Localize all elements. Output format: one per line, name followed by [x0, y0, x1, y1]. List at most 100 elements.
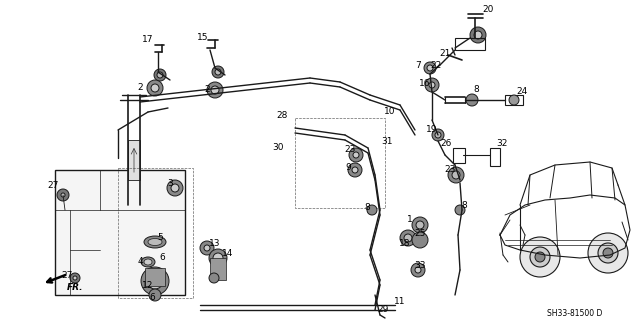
Circle shape [211, 86, 219, 94]
Text: 10: 10 [384, 108, 396, 116]
Circle shape [207, 82, 223, 98]
Circle shape [455, 205, 465, 215]
Circle shape [411, 263, 425, 277]
Circle shape [171, 184, 179, 192]
Circle shape [352, 167, 358, 173]
Circle shape [147, 80, 163, 96]
Text: 26: 26 [440, 138, 452, 147]
Circle shape [466, 94, 478, 106]
Text: 9: 9 [345, 164, 351, 173]
Text: 4: 4 [137, 256, 143, 265]
Circle shape [448, 167, 464, 183]
Text: 17: 17 [142, 35, 154, 44]
Text: FR.: FR. [67, 283, 83, 292]
Circle shape [213, 253, 223, 263]
Text: 23: 23 [444, 166, 456, 174]
Text: 8: 8 [461, 201, 467, 210]
Ellipse shape [144, 236, 166, 248]
Text: 29: 29 [378, 306, 388, 315]
Circle shape [424, 62, 436, 74]
Circle shape [149, 289, 161, 301]
Text: 25: 25 [414, 228, 426, 238]
Circle shape [412, 217, 428, 233]
Text: 6: 6 [159, 253, 165, 262]
Circle shape [400, 230, 416, 246]
Circle shape [415, 267, 421, 273]
Ellipse shape [148, 239, 162, 246]
Text: SH33-81500 D: SH33-81500 D [547, 308, 603, 317]
Circle shape [427, 65, 433, 71]
Text: 11: 11 [394, 298, 406, 307]
Ellipse shape [144, 259, 152, 265]
Circle shape [353, 152, 359, 158]
Circle shape [367, 205, 377, 215]
Text: 16: 16 [419, 78, 431, 87]
Circle shape [167, 180, 183, 196]
Circle shape [412, 232, 428, 248]
Text: 33: 33 [414, 261, 426, 270]
Text: 6: 6 [149, 293, 155, 302]
Text: 21: 21 [439, 48, 451, 57]
Circle shape [212, 66, 224, 78]
Text: 22: 22 [430, 61, 442, 70]
Circle shape [432, 129, 444, 141]
Text: 1: 1 [407, 216, 413, 225]
Bar [55, 170, 185, 295]
Circle shape [57, 189, 69, 201]
Circle shape [429, 82, 435, 88]
Circle shape [147, 273, 163, 289]
Circle shape [348, 163, 362, 177]
Circle shape [603, 248, 613, 258]
Text: 28: 28 [276, 110, 288, 120]
Text: 8: 8 [473, 85, 479, 94]
Text: 2: 2 [204, 85, 210, 94]
Circle shape [61, 193, 65, 197]
Circle shape [530, 247, 550, 267]
Text: 31: 31 [381, 137, 393, 146]
Circle shape [215, 69, 221, 75]
Ellipse shape [141, 257, 155, 267]
Bar [295, 118, 385, 208]
Bar [453, 148, 465, 163]
Circle shape [200, 241, 214, 255]
Circle shape [416, 221, 424, 229]
Text: 32: 32 [496, 138, 508, 147]
Circle shape [204, 245, 210, 251]
Circle shape [70, 273, 80, 283]
Circle shape [349, 148, 363, 162]
Circle shape [588, 233, 628, 273]
Text: 13: 13 [209, 239, 221, 248]
Text: 23: 23 [344, 145, 356, 154]
Circle shape [474, 31, 482, 39]
Circle shape [151, 84, 159, 92]
Text: 7: 7 [415, 61, 421, 70]
Circle shape [425, 78, 439, 92]
Bar [128, 140, 140, 180]
Bar [210, 258, 226, 280]
Circle shape [520, 237, 560, 277]
Text: 30: 30 [272, 144, 284, 152]
Text: 24: 24 [516, 87, 527, 97]
Circle shape [470, 27, 486, 43]
Text: 19: 19 [426, 125, 438, 135]
Text: 2: 2 [137, 83, 143, 92]
Bar [505, 95, 523, 105]
Text: 20: 20 [483, 5, 493, 14]
Circle shape [435, 132, 441, 138]
Circle shape [535, 252, 545, 262]
Circle shape [452, 171, 460, 179]
Circle shape [154, 69, 166, 81]
Text: 8: 8 [364, 204, 370, 212]
Circle shape [209, 249, 227, 267]
Text: 5: 5 [157, 233, 163, 241]
Bar [118, 168, 193, 298]
Circle shape [141, 267, 169, 295]
Text: 14: 14 [222, 249, 234, 257]
Circle shape [509, 95, 519, 105]
Bar [455, 38, 485, 50]
Text: 3: 3 [167, 179, 173, 188]
Text: 12: 12 [142, 280, 154, 290]
Circle shape [157, 72, 163, 78]
Circle shape [209, 273, 219, 283]
Circle shape [598, 243, 618, 263]
